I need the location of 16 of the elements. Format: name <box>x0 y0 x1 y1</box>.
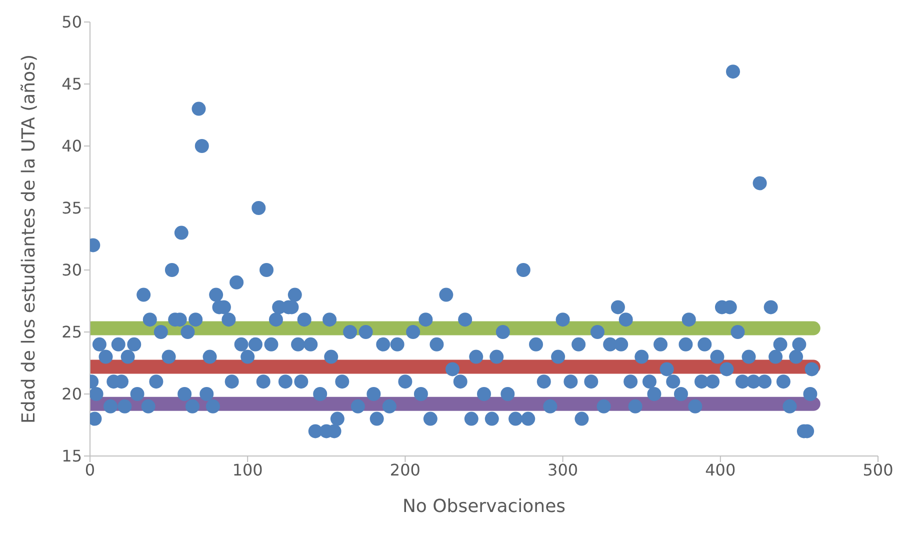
y-tick-label: 35 <box>62 198 82 218</box>
y-axis-title: Edad de los estudiantes de la UTA (años) <box>18 54 40 424</box>
x-tick-label: 500 <box>862 460 894 480</box>
x-tick-label: 200 <box>390 460 420 480</box>
x-axis-title: No Observaciones <box>402 496 566 517</box>
x-tick-label: 400 <box>705 460 736 480</box>
x-tick-label: 0 <box>84 460 96 480</box>
x-tick-label: 300 <box>548 460 578 480</box>
y-tick-label: 25 <box>62 322 82 342</box>
y-tick-label: 15 <box>62 446 82 466</box>
y-tick-label: 50 <box>62 12 82 32</box>
y-tick-label: 30 <box>62 260 82 280</box>
y-tick-label: 20 <box>62 384 82 404</box>
y-tick-label: 45 <box>62 74 82 94</box>
x-tick-label: 100 <box>232 460 263 480</box>
y-tick-label: 40 <box>62 136 82 156</box>
